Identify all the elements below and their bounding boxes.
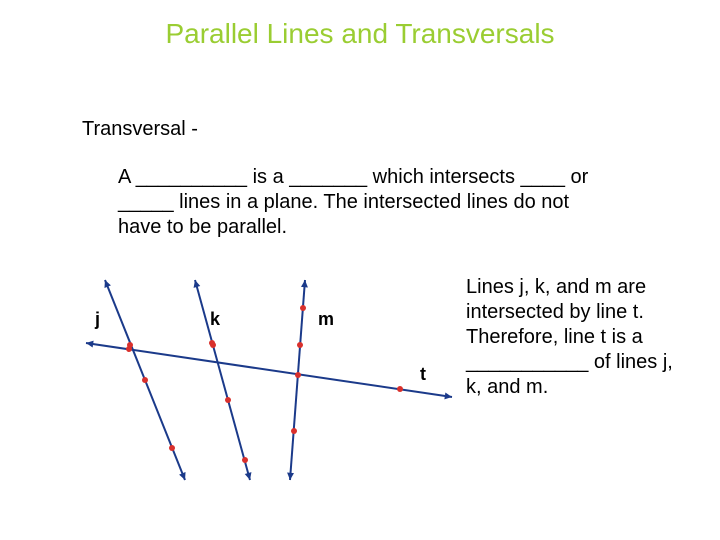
point-9 xyxy=(297,342,303,348)
point-12 xyxy=(397,386,403,392)
definition-text: A __________ is a _______ which intersec… xyxy=(118,165,598,240)
subheading-transversal: Transversal - xyxy=(82,118,198,141)
transversal-diagram: j k m t xyxy=(80,265,460,495)
point-7 xyxy=(225,397,231,403)
line-label-m: m xyxy=(318,309,334,329)
line-k xyxy=(194,280,252,480)
point-8 xyxy=(242,457,248,463)
point-10 xyxy=(295,372,301,378)
line-label-t: t xyxy=(420,364,426,384)
line-label-k: k xyxy=(210,309,221,329)
point-6 xyxy=(209,340,215,346)
page-title: Parallel Lines and Transversals xyxy=(0,18,720,50)
point-4 xyxy=(142,377,148,383)
caption-right: Lines j, k, and m are intersected by lin… xyxy=(466,275,686,400)
point-11 xyxy=(291,428,297,434)
point-3 xyxy=(126,346,132,352)
line-label-j: j xyxy=(94,309,100,329)
point-2 xyxy=(300,305,306,311)
point-5 xyxy=(169,445,175,451)
